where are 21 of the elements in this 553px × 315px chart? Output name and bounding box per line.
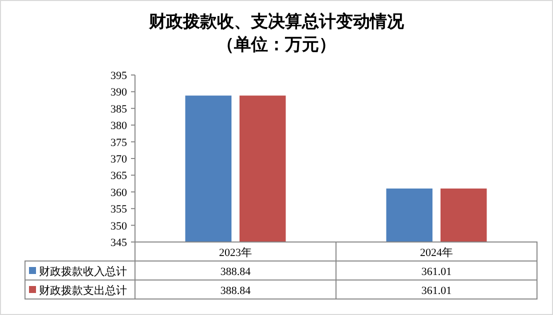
y-tick-label: 370 — [110, 154, 128, 166]
x-tick-label: 2023年 — [219, 247, 252, 259]
x-tick-label: 2024年 — [420, 247, 453, 259]
legend-label: 财政拨款支出总计 — [39, 284, 127, 297]
legend-label: 财政拨款收入总计 — [39, 265, 127, 278]
data-label: 388.84 — [220, 266, 252, 278]
y-tick-label: 360 — [110, 186, 128, 199]
data-label: 361.01 — [421, 285, 452, 297]
y-tick-label: 395 — [110, 70, 128, 82]
chart-subtitle: （单位：万元） — [217, 35, 336, 54]
y-tick-label: 350 — [110, 220, 128, 232]
data-label: 361.01 — [421, 266, 452, 278]
y-tick-label: 345 — [110, 237, 128, 249]
y-tick-label: 380 — [110, 120, 128, 132]
y-tick-label: 375 — [110, 136, 128, 149]
data-label: 388.84 — [220, 285, 252, 297]
y-tick-label: 365 — [110, 170, 128, 182]
y-tick-label: 390 — [110, 86, 128, 99]
y-tick-label: 355 — [110, 204, 128, 216]
chart-title: 财政拨款收、支决算总计变动情况 — [148, 12, 405, 31]
y-tick-label: 385 — [110, 103, 128, 116]
